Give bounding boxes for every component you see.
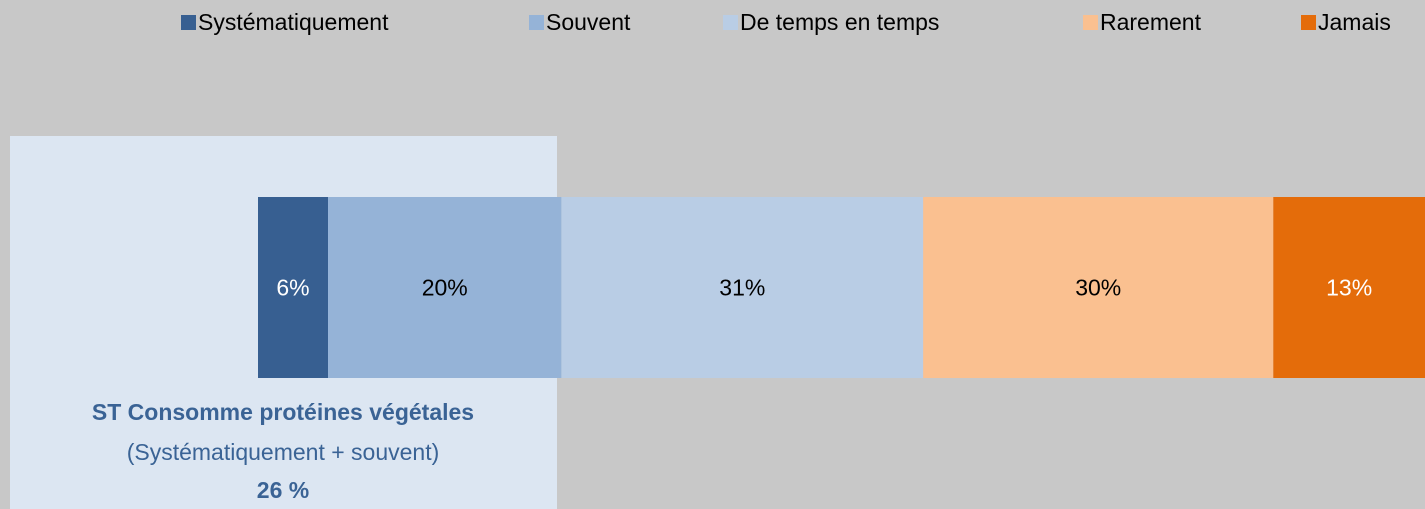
value-label: 6%	[276, 275, 309, 301]
value-label: 31%	[719, 275, 765, 301]
bar-segment	[258, 197, 329, 378]
bar-segment	[923, 197, 1274, 378]
bar-segment	[328, 197, 562, 378]
legend-label: Rarement	[1100, 9, 1202, 35]
value-label: 13%	[1326, 275, 1372, 301]
legend-label: De temps en temps	[740, 9, 939, 35]
legend-swatch	[529, 15, 544, 30]
value-label: 30%	[1075, 275, 1121, 301]
value-label: 20%	[422, 275, 468, 301]
legend-swatch	[1083, 15, 1098, 30]
legend-swatch	[723, 15, 738, 30]
legend-label: Systématiquement	[198, 9, 389, 35]
legend-label: Jamais	[1318, 9, 1391, 35]
legend-label: Souvent	[546, 9, 631, 35]
bar-segment	[1273, 197, 1425, 378]
annotation-value: 26 %	[257, 477, 309, 503]
bar-segment	[561, 197, 924, 378]
annotation-title: ST Consomme protéines végétales	[92, 399, 474, 425]
legend-swatch	[181, 15, 196, 30]
legend-swatch	[1301, 15, 1316, 30]
annotation-subtitle: (Systématiquement + souvent)	[127, 439, 440, 465]
